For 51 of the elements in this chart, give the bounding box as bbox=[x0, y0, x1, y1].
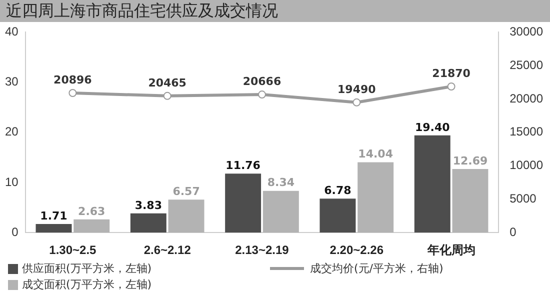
point bbox=[258, 90, 266, 99]
legend-label: 成交均价(元/平方米，右轴) bbox=[310, 261, 444, 276]
data-label: 6.57 bbox=[172, 185, 200, 198]
data-label: 6.78 bbox=[324, 184, 352, 197]
y2-tick-label: 15000 bbox=[510, 124, 544, 139]
y-tick-label: 20 bbox=[4, 124, 19, 139]
point bbox=[68, 89, 77, 98]
data-label: 20666 bbox=[242, 74, 282, 88]
bar bbox=[74, 219, 110, 233]
legend-label: 供应面积(万平方米，左轴) bbox=[22, 261, 152, 276]
data-label: 19.40 bbox=[414, 120, 450, 134]
bar bbox=[36, 224, 72, 233]
chart-title: 近四周上海市商品住宅供应及成交情况 bbox=[0, 0, 550, 22]
data-label: 19490 bbox=[338, 82, 376, 96]
bar bbox=[168, 200, 204, 233]
point bbox=[163, 92, 172, 100]
x-tick-label: 2.20~2.26 bbox=[330, 243, 384, 258]
data-label: 1.71 bbox=[40, 209, 68, 222]
y-tick-label: 10 bbox=[4, 174, 19, 189]
y-tick-label: 0 bbox=[12, 224, 19, 239]
bar bbox=[320, 198, 356, 233]
bar bbox=[452, 169, 488, 233]
x-tick-label: 2.6~2.12 bbox=[144, 243, 192, 258]
y2-tick-label: 20000 bbox=[510, 91, 544, 106]
bar bbox=[414, 135, 450, 233]
point bbox=[447, 82, 456, 91]
bar bbox=[262, 190, 299, 233]
data-label: 12.69 bbox=[452, 154, 488, 168]
bar bbox=[358, 162, 394, 233]
y2-tick-label: 30000 bbox=[510, 24, 544, 39]
y2-tick-label: 5000 bbox=[510, 192, 537, 206]
data-label: 3.83 bbox=[134, 198, 162, 212]
bar bbox=[130, 213, 166, 233]
y-tick-label: 30 bbox=[4, 74, 19, 89]
data-label: 21870 bbox=[432, 66, 471, 80]
data-label: 20896 bbox=[54, 73, 92, 86]
point bbox=[352, 98, 361, 106]
y2-tick-label: 10000 bbox=[510, 158, 544, 172]
y-tick-label: 40 bbox=[4, 24, 19, 39]
data-label: 2.63 bbox=[78, 204, 106, 218]
x-tick-label: 年化周均 bbox=[426, 243, 476, 258]
data-label: 8.34 bbox=[267, 176, 295, 190]
legend-label: 成交面积(万平方米，左轴) bbox=[22, 277, 152, 292]
data-label: 14.04 bbox=[358, 148, 394, 161]
x-tick-label: 2.13~2.19 bbox=[235, 243, 290, 258]
y2-tick-label: 0 bbox=[510, 224, 517, 239]
data-label: 20465 bbox=[148, 76, 186, 90]
bar bbox=[225, 174, 262, 233]
data-label: 11.76 bbox=[226, 159, 261, 172]
x-tick-label: 1.30~2.5 bbox=[49, 243, 97, 258]
y2-tick-label: 25000 bbox=[510, 58, 544, 72]
